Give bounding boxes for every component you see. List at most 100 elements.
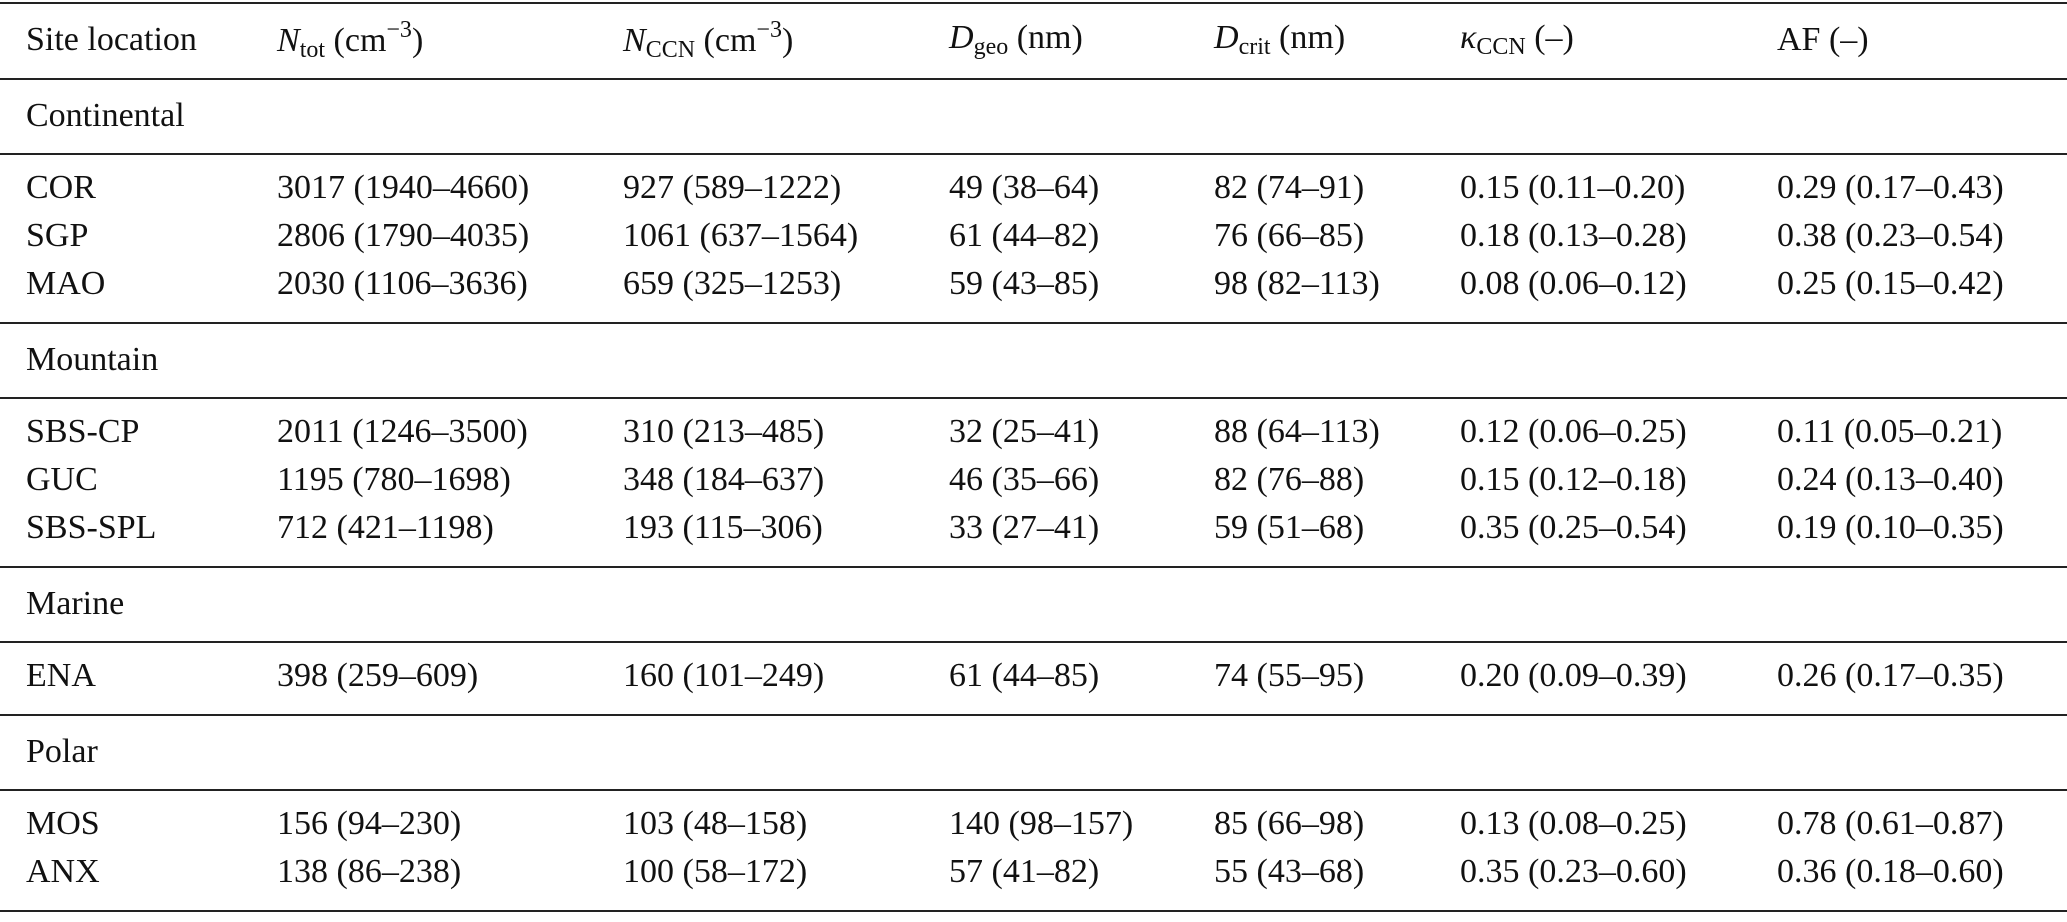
- group-label: Continental: [26, 97, 185, 134]
- header-cell: κCCN (–): [1460, 19, 1574, 60]
- header-text: −3: [756, 17, 782, 43]
- header-text: CCN: [1476, 34, 1526, 60]
- header-text: CCN: [645, 37, 696, 63]
- site-name: MAO: [26, 265, 106, 302]
- table-cell: 0.35 (0.23–0.60): [1460, 853, 1687, 890]
- site-name: COR: [26, 169, 96, 206]
- table-cell: 659 (325–1253): [623, 265, 842, 302]
- header-cell: Dcrit (nm): [1214, 19, 1346, 60]
- header-text: ): [781, 22, 794, 59]
- table-cell: 0.12 (0.06–0.25): [1460, 413, 1687, 450]
- header-text: Site location: [26, 21, 197, 58]
- table-cell: 0.29 (0.17–0.43): [1777, 169, 2004, 206]
- site-name: SBS-CP: [26, 413, 140, 450]
- header-text: κ: [1460, 19, 1477, 56]
- table-cell: 140 (98–157): [949, 805, 1134, 842]
- table-cell: 61 (44–85): [949, 657, 1100, 694]
- table-cell: 85 (66–98): [1214, 805, 1365, 842]
- header-cell: AF (–): [1777, 23, 1869, 57]
- site-name: MOS: [26, 805, 100, 842]
- table-cell: 0.24 (0.13–0.40): [1777, 461, 2004, 498]
- table-cell: 61 (44–82): [949, 217, 1100, 254]
- table-cell: 348 (184–637): [623, 461, 825, 498]
- table-cell: 57 (41–82): [949, 853, 1100, 890]
- table-cell: 2011 (1246–3500): [277, 413, 528, 450]
- table-cell: 0.11 (0.05–0.21): [1777, 413, 2003, 450]
- header-text: AF (–): [1777, 21, 1869, 58]
- site-name: SBS-SPL: [26, 509, 157, 546]
- table-cell: 156 (94–230): [277, 805, 462, 842]
- table-cell: 1195 (780–1698): [277, 461, 511, 498]
- table-cell: 103 (48–158): [623, 805, 808, 842]
- table-cell: 100 (58–172): [623, 853, 808, 890]
- rule: [0, 714, 2067, 716]
- rule: [0, 641, 2067, 643]
- site-name: GUC: [26, 461, 98, 498]
- table-cell: 0.38 (0.23–0.54): [1777, 217, 2004, 254]
- table-cell: 927 (589–1222): [623, 169, 842, 206]
- table-cell: 59 (51–68): [1214, 509, 1365, 546]
- rule: [0, 566, 2067, 568]
- table-cell: 59 (43–85): [949, 265, 1100, 302]
- table-cell: 98 (82–113): [1214, 265, 1380, 302]
- group-label: Mountain: [26, 341, 159, 378]
- table-cell: 0.13 (0.08–0.25): [1460, 805, 1687, 842]
- rule: [0, 397, 2067, 399]
- table-cell: 0.25 (0.15–0.42): [1777, 265, 2004, 302]
- header-text: (cm: [695, 22, 757, 59]
- table-cell: 193 (115–306): [623, 509, 823, 546]
- header-text: ): [411, 22, 424, 59]
- rule: [0, 322, 2067, 324]
- header-text: geo: [973, 34, 1009, 60]
- site-name: ENA: [26, 657, 96, 694]
- table-cell: 74 (55–95): [1214, 657, 1365, 694]
- table-cell: 82 (76–88): [1214, 461, 1365, 498]
- rule: [0, 153, 2067, 155]
- rule: [0, 2, 2067, 4]
- header-text: N: [623, 22, 646, 59]
- header-text: (cm: [325, 22, 387, 59]
- table-cell: 160 (101–249): [623, 657, 825, 694]
- group-label: Polar: [26, 733, 98, 770]
- table-cell: 0.20 (0.09–0.39): [1460, 657, 1687, 694]
- header-cell: Dgeo (nm): [949, 19, 1083, 60]
- table-cell: 398 (259–609): [277, 657, 479, 694]
- table-cell: 46 (35–66): [949, 461, 1100, 498]
- rule: [0, 910, 2067, 912]
- header-cell: Site location: [26, 23, 197, 57]
- table-cell: 0.18 (0.13–0.28): [1460, 217, 1687, 254]
- table-cell: 32 (25–41): [949, 413, 1100, 450]
- header-text: (–): [1525, 19, 1574, 56]
- table-cell: 2806 (1790–4035): [277, 217, 530, 254]
- rule: [0, 789, 2067, 791]
- table-cell: 88 (64–113): [1214, 413, 1380, 450]
- table-cell: 0.15 (0.12–0.18): [1460, 461, 1687, 498]
- table-cell: 0.19 (0.10–0.35): [1777, 509, 2004, 546]
- site-name: SGP: [26, 217, 89, 254]
- table-cell: 712 (421–1198): [277, 509, 494, 546]
- header-text: (nm): [1270, 19, 1346, 56]
- header-cell: NCCN (cm−3): [623, 18, 793, 62]
- rule: [0, 78, 2067, 80]
- table-cell: 138 (86–238): [277, 853, 462, 890]
- table-cell: 55 (43–68): [1214, 853, 1365, 890]
- table-cell: 310 (213–485): [623, 413, 825, 450]
- table-cell: 0.26 (0.17–0.35): [1777, 657, 2004, 694]
- header-text: −3: [386, 17, 412, 43]
- table-cell: 0.15 (0.11–0.20): [1460, 169, 1686, 206]
- header-text: D: [1214, 19, 1239, 56]
- group-label: Marine: [26, 585, 125, 622]
- table-cell: 3017 (1940–4660): [277, 169, 530, 206]
- header-text: tot: [299, 37, 326, 63]
- table-cell: 0.35 (0.25–0.54): [1460, 509, 1687, 546]
- header-text: N: [277, 22, 300, 59]
- table-cell: 33 (27–41): [949, 509, 1100, 546]
- header-cell: Ntot (cm−3): [277, 18, 423, 62]
- header-text: crit: [1238, 34, 1271, 60]
- table-cell: 0.08 (0.06–0.12): [1460, 265, 1687, 302]
- table-cell: 76 (66–85): [1214, 217, 1365, 254]
- site-name: ANX: [26, 853, 100, 890]
- header-text: D: [949, 19, 974, 56]
- header-text: (nm): [1008, 19, 1083, 56]
